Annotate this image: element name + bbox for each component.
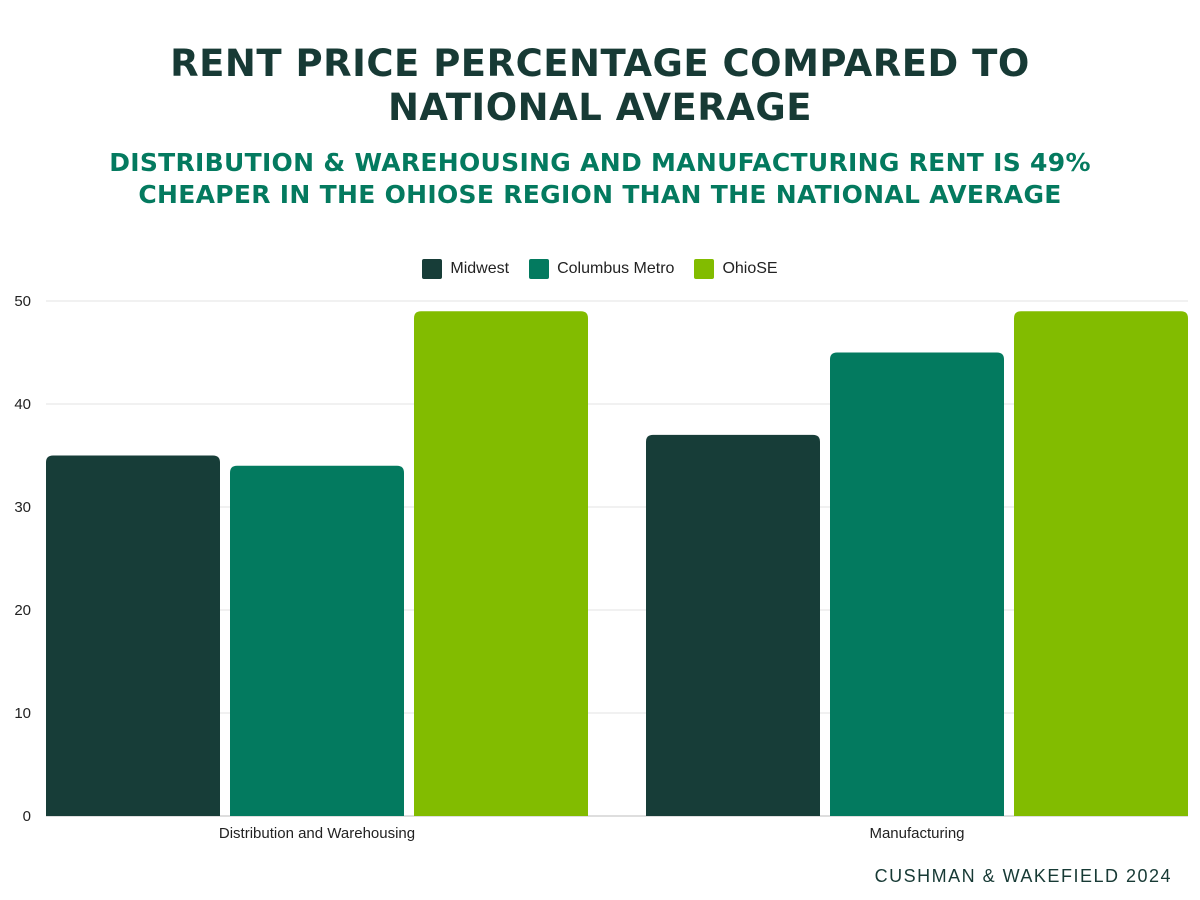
legend-label-midwest: Midwest xyxy=(450,260,510,277)
chart-title: RENT PRICE PERCENTAGE COMPARED TO NATION… xyxy=(0,42,1200,130)
bar-columbus-metro-distribution-and-warehousing[interactable] xyxy=(230,465,404,816)
x-tick-label-distribution-and-warehousing: Distribution and Warehousing xyxy=(219,825,415,842)
bar-midwest-distribution-and-warehousing[interactable] xyxy=(46,455,220,817)
chart-legend: Midwest Columbus Metro OhioSE xyxy=(0,259,1200,279)
chart-title-text: RENT PRICE PERCENTAGE COMPARED TO NATION… xyxy=(170,42,1030,129)
legend-swatch-columbus-metro xyxy=(529,259,550,279)
legend-swatch-midwest xyxy=(422,259,443,279)
y-tick-label-0: 0 xyxy=(23,808,31,825)
legend-item-columbus-metro[interactable]: Columbus Metro xyxy=(529,259,674,279)
legend-label-ohiose: OhioSE xyxy=(722,260,778,277)
y-tick-label-10: 10 xyxy=(14,705,31,722)
legend-item-midwest[interactable]: Midwest xyxy=(422,259,509,279)
y-tick-label-30: 30 xyxy=(14,499,31,516)
bar-columbus-metro-manufacturing[interactable] xyxy=(830,352,1004,817)
x-tick-label-manufacturing: Manufacturing xyxy=(869,825,964,842)
y-tick-label-20: 20 xyxy=(14,602,31,619)
y-tick-label-50: 50 xyxy=(14,293,31,310)
legend-label-columbus-metro: Columbus Metro xyxy=(557,260,675,277)
legend-swatch-ohiose xyxy=(694,259,715,279)
chart-subtitle: DISTRIBUTION & WAREHOUSING AND MANUFACTU… xyxy=(0,147,1200,211)
bar-ohiose-distribution-and-warehousing[interactable] xyxy=(414,311,588,816)
chart-subtitle-text: DISTRIBUTION & WAREHOUSING AND MANUFACTU… xyxy=(109,148,1091,209)
bar-midwest-manufacturing[interactable] xyxy=(646,434,820,816)
bar-ohiose-manufacturing[interactable] xyxy=(1014,311,1188,816)
legend-item-ohiose[interactable]: OhioSE xyxy=(694,259,778,279)
source-credit: CUSHMAN & WAKEFIELD 2024 xyxy=(874,866,1172,886)
y-tick-label-40: 40 xyxy=(14,396,31,413)
